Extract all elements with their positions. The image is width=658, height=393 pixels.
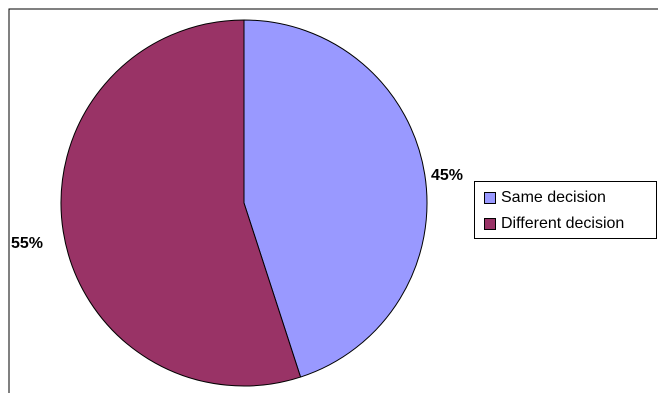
legend-entry-same-decision: Same decision	[484, 185, 656, 211]
pie-slice-different-decision	[60, 19, 302, 387]
legend-swatch-different-decision	[484, 218, 496, 230]
data-label-same-decision: 45%	[431, 167, 463, 184]
data-label-different-decision: 55%	[11, 235, 43, 252]
pie-data-labels: 45% 55%	[11, 167, 463, 252]
legend-label-different-decision: Different decision	[501, 215, 625, 232]
legend-swatch-same-decision	[484, 192, 496, 204]
pie-slices	[60, 19, 428, 387]
legend-label-same-decision: Same decision	[501, 189, 606, 206]
legend-entry-different-decision: Different decision	[484, 211, 656, 237]
pie-slice-same-decision	[243, 19, 428, 378]
chart-area-border	[8, 8, 658, 393]
legend: Same decision Different decision	[474, 181, 657, 239]
